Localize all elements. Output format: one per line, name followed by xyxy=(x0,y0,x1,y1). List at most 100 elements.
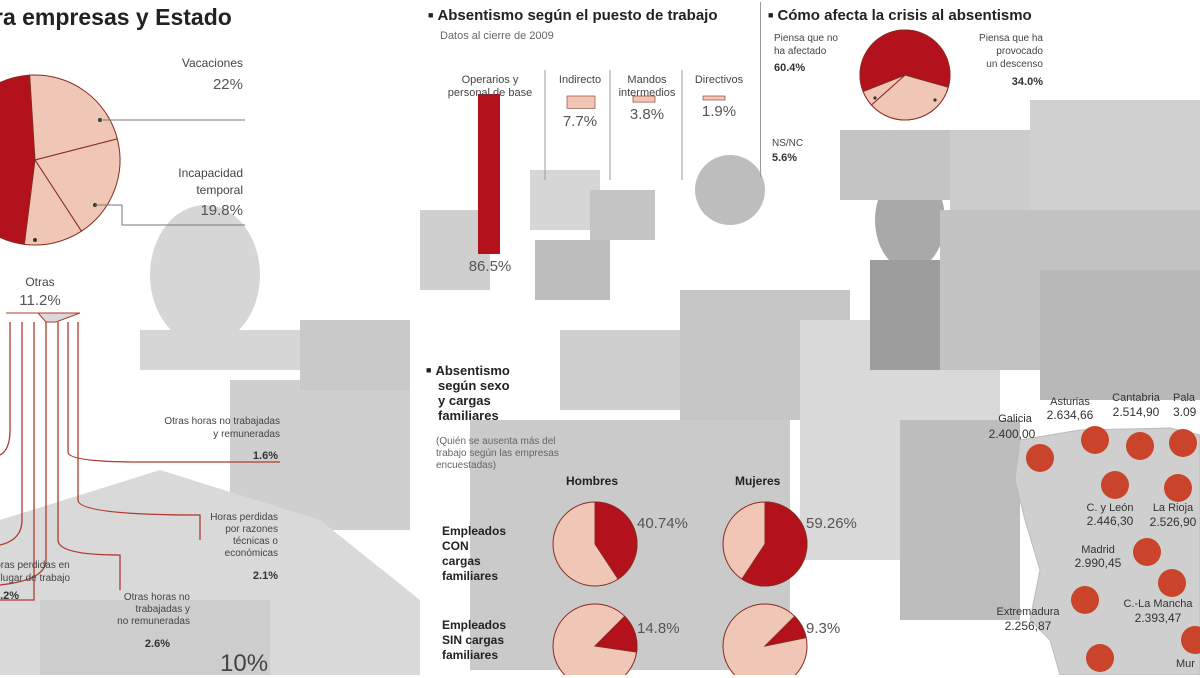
row-sin-label-1: Empleados xyxy=(442,618,507,632)
spain-map xyxy=(1014,426,1200,675)
region-murcia-name: Mur xyxy=(1176,658,1195,670)
horas-tecnicas-value: 2.1% xyxy=(252,570,278,582)
left-pie-chart xyxy=(0,74,280,601)
horas-lugar-label-1: Horas perdidas en xyxy=(0,560,70,571)
horas-lugar-value: 4.2% xyxy=(0,590,20,602)
left-pie-slice-otras xyxy=(23,158,83,246)
otras-horas-rem-label-1: Otras horas no trabajadas xyxy=(164,416,280,427)
map-region-dot xyxy=(1169,429,1197,457)
crisis-pie-marker-dot xyxy=(873,96,877,100)
otras-value: 11.2% xyxy=(19,292,61,309)
left-pie-marker-dot xyxy=(33,238,37,242)
puesto-cat-4-value: 1.9% xyxy=(701,103,737,120)
horas-tecnicas-label-1: Horas perdidas xyxy=(210,512,278,523)
otras-label: Otras xyxy=(25,275,55,289)
puesto-bar-2 xyxy=(566,95,596,109)
puesto-bar-chart xyxy=(478,70,726,254)
puesto-subtitle: Datos al cierre de 2009 xyxy=(440,30,554,42)
col-hombres-label: Hombres xyxy=(566,474,619,488)
con-hombres-value: 40.74% xyxy=(637,515,688,532)
region-pala-value: 3.09 xyxy=(1173,405,1197,419)
otras-no-rem-label-1: Otras horas no xyxy=(123,592,190,603)
region-galicia-name: Galicia xyxy=(998,413,1032,425)
otras-breakdown-lines xyxy=(0,322,280,601)
otras-no-rem-label-2: trabajadas y xyxy=(135,604,190,615)
crisis-descenso-value: 34.0% xyxy=(1011,76,1043,88)
crisis-no-afectado-value: 60.4% xyxy=(774,62,806,74)
puesto-title: Absentismo según el puesto de trabajo xyxy=(428,7,717,24)
region-cantabria-name: Cantabria xyxy=(1112,392,1160,404)
map-region-dot xyxy=(1026,444,1054,472)
crisis-title: Cómo afecta la crisis al absentismo xyxy=(768,7,1031,24)
sin-hombres-value: 14.8% xyxy=(637,620,680,637)
crisis-nsnc-label: NS/NC xyxy=(772,138,804,149)
crisis-divider xyxy=(760,2,761,177)
otras-no-rem-label-3: no remuneradas xyxy=(117,616,190,627)
map-region-dot xyxy=(1081,426,1109,454)
crisis-pie-chart xyxy=(859,29,951,121)
region-madrid-value: 2.990,45 xyxy=(1074,556,1122,570)
region-pala-name: Pala xyxy=(1173,392,1196,404)
region-asturias-value: 2.634,66 xyxy=(1046,408,1094,422)
map-region-dot xyxy=(1158,569,1186,597)
crisis-no-afectado-label-2: ha afectado xyxy=(774,46,827,57)
row-con-label-3: cargas xyxy=(442,554,481,568)
map-region-dot xyxy=(1133,538,1161,566)
pie-con-hombres-slice xyxy=(594,501,638,580)
region-cyleon-name: C. y León xyxy=(1086,502,1134,514)
sin-mujeres-value: 9.3% xyxy=(806,620,841,637)
crisis-nsnc-value: 5.6% xyxy=(772,152,798,164)
pie-sin-hombres-slice xyxy=(593,615,638,653)
crisis-pie-marker-dot xyxy=(933,98,937,102)
pie-sin-mujeres-base xyxy=(722,603,808,675)
region-larioja-name: La Rioja xyxy=(1152,502,1194,514)
puesto-cat-3-label-2: intermedios xyxy=(618,87,676,99)
horas-tecnicas-label-4: económicas xyxy=(224,548,278,559)
left-pie-slice-vacaciones xyxy=(29,74,118,161)
map-region-dot xyxy=(1164,474,1192,502)
puesto-cat-3-value: 3.8% xyxy=(629,106,665,123)
sexo-title: Absentismo según sexo y cargas familiare… xyxy=(426,363,510,423)
row-con-label-4: familiares xyxy=(442,569,499,583)
otras-no-rem-value: 2.6% xyxy=(144,638,170,650)
map-region-dot xyxy=(1126,432,1154,460)
left-pie-slice-incapacidad xyxy=(34,138,121,232)
map-region-dot xyxy=(1101,471,1129,499)
row-sin-label: Empleados SIN cargas familiares xyxy=(442,618,506,663)
otras-horas-rem-label-2: y remuneradas xyxy=(213,429,280,440)
row-con-label-2: CON xyxy=(442,539,469,553)
puesto-cat-3-label-1: Mandos xyxy=(627,74,667,86)
row-sin-label-2: SIN cargas xyxy=(442,633,505,647)
crisis-descenso-label-3: un descenso xyxy=(986,59,1043,70)
con-mujeres-value: 59.26% xyxy=(806,515,857,532)
crisis-descenso-label-1: Piensa que ha xyxy=(979,33,1043,44)
puesto-cat-1-label-1: Operarios y xyxy=(461,74,519,86)
puesto-cat-1-label-2: personal de base xyxy=(447,87,533,99)
row-con-label: Empleados CON cargas familiares xyxy=(442,524,506,584)
horas-tecnicas-label-3: técnicas o xyxy=(232,536,278,547)
sexo-title-line-3: y cargas xyxy=(438,393,491,408)
region-cyleon-value: 2.446,30 xyxy=(1086,514,1134,528)
pie-con-mujeres-slice xyxy=(741,501,808,587)
map-region-dot xyxy=(1086,644,1114,672)
region-galicia-value: 2.400,00 xyxy=(988,427,1036,441)
col-mujeres-label: Mujeres xyxy=(735,474,781,488)
sexo-note-3: encuestadas) xyxy=(436,460,497,471)
region-asturias-name: Asturias xyxy=(1050,396,1090,408)
sexo-note-1: (Quién se ausenta más del xyxy=(436,436,556,447)
otras-horas-rem-value: 1.6% xyxy=(252,450,278,462)
incapacidad-label-2: temporal xyxy=(196,183,243,197)
puesto-cat-1-value: 86.5% xyxy=(468,258,512,275)
puesto-bar-1 xyxy=(478,94,500,254)
pie-sin-mujeres-slice xyxy=(763,615,807,647)
map-region-dot xyxy=(1071,586,1099,614)
puesto-cat-2-label: Indirecto xyxy=(558,74,602,86)
crisis-pie-slice-descenso xyxy=(870,74,949,121)
horas-lugar-label-2: el lugar de trabajo xyxy=(0,573,71,584)
left-pie-slice-main xyxy=(0,74,36,245)
vacaciones-label: Vacaciones xyxy=(181,56,243,70)
sexo-title-line-2: según sexo xyxy=(438,378,510,393)
row-con-label-1: Empleados xyxy=(442,524,507,538)
vacaciones-value: 22% xyxy=(212,76,243,93)
